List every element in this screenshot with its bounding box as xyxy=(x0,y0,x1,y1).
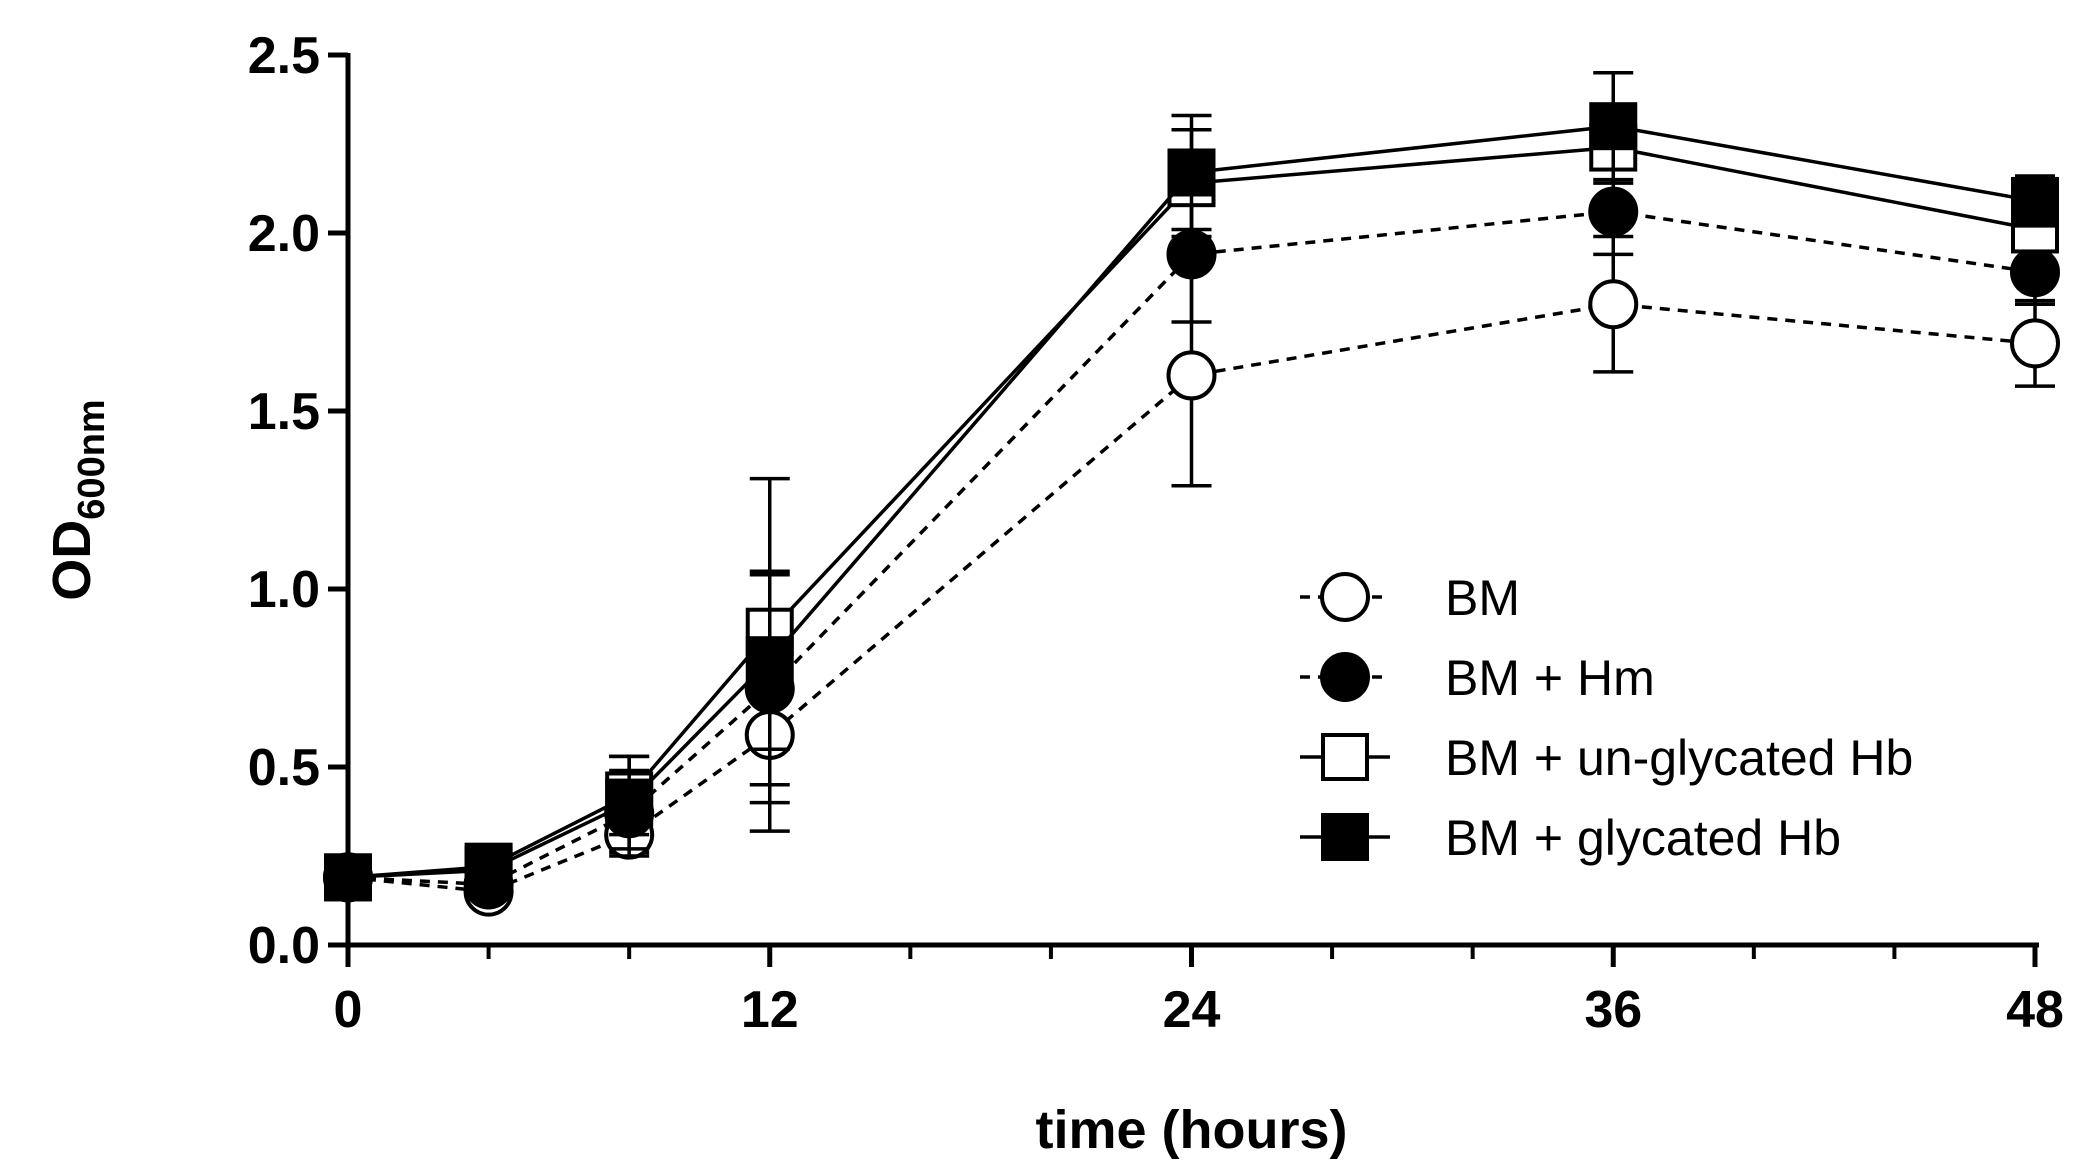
data-point xyxy=(1588,186,1639,237)
legend-marker xyxy=(1320,572,1370,622)
y-axis-title: OD600nm xyxy=(42,399,113,600)
legend-label: BM + un-glycated Hb xyxy=(1445,730,1913,786)
x-tick-label: 0 xyxy=(334,981,363,1039)
x-axis-title: time (hours) xyxy=(1035,1100,1347,1160)
legend-item: BM + un-glycated Hb xyxy=(1300,730,1913,786)
x-tick-label: 24 xyxy=(1163,981,1221,1039)
y-tick-label: 1.0 xyxy=(248,561,320,619)
data-point xyxy=(2011,176,2059,225)
data-point xyxy=(1167,148,1216,197)
axes: 0.0 0.5 1.0 1.5 2.0 2.5 0 12 24 36 48 xyxy=(248,27,2064,1039)
series-group xyxy=(323,71,2060,917)
y-tick-label: 1.5 xyxy=(248,383,320,441)
legend-marker xyxy=(1321,813,1369,861)
data-point xyxy=(464,846,513,895)
x-tick-label: 48 xyxy=(2006,981,2064,1039)
y-tick-label: 0.5 xyxy=(248,739,320,797)
y-tick-label: 2.0 xyxy=(248,205,320,263)
legend-label: BM xyxy=(1445,570,1520,626)
legend-label: BM + glycated Hb xyxy=(1445,810,1841,866)
data-point xyxy=(1166,350,1217,401)
x-tick-label: 36 xyxy=(1584,981,1642,1039)
y-tick-label: 2.5 xyxy=(248,27,320,85)
data-point xyxy=(2010,318,2060,369)
legend-item: BM + glycated Hb xyxy=(1300,810,1841,866)
data-point xyxy=(1589,102,1638,151)
data-point xyxy=(324,853,372,902)
data-point xyxy=(745,636,794,685)
series-4 xyxy=(324,71,2059,902)
legend-marker xyxy=(1320,652,1370,702)
legend-item: BM + Hm xyxy=(1300,650,1655,706)
legend-item: BM xyxy=(1300,570,1520,626)
y-axis-title-subscript: 600nm xyxy=(71,399,113,519)
legend: BM BM + Hm BM + un-glycated Hb BM + glycate… xyxy=(1300,570,1913,866)
legend-label: BM + Hm xyxy=(1445,650,1655,706)
data-point xyxy=(1588,279,1639,330)
legend-marker xyxy=(1321,733,1369,781)
x-tick-label: 12 xyxy=(741,981,799,1039)
data-point xyxy=(605,778,654,827)
y-tick-label: 0.0 xyxy=(248,917,320,975)
y-axis-title-main: OD xyxy=(42,520,102,601)
series-2 xyxy=(323,167,2060,910)
